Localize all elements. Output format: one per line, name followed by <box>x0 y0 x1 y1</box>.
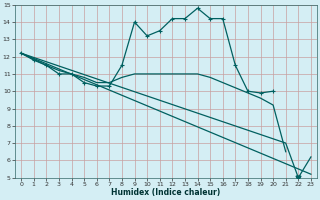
X-axis label: Humidex (Indice chaleur): Humidex (Indice chaleur) <box>111 188 221 197</box>
